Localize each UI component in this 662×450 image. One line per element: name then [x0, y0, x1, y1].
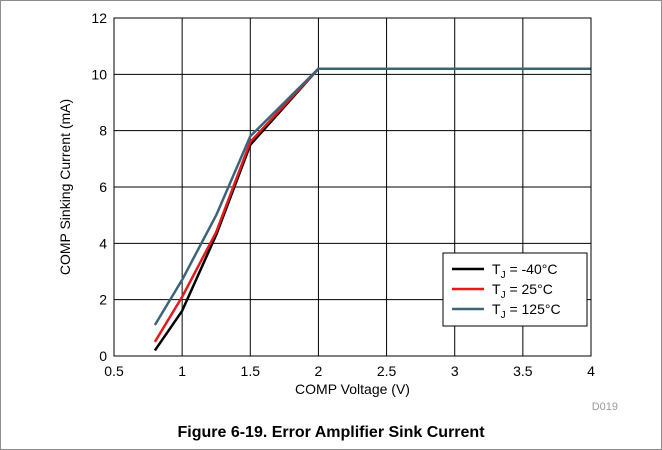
- x-tick-label: 1: [178, 363, 186, 379]
- y-tick-labels: 0 2 4 6 8 10 12: [91, 10, 107, 364]
- y-tick-label: 0: [99, 348, 107, 364]
- plot-border: [113, 17, 592, 357]
- y-tick-label: 4: [99, 235, 107, 251]
- legend: TJ = -40°CTJ = 25°CTJ = 125°C: [442, 252, 588, 327]
- legend-entry-2: TJ = 125°C: [492, 301, 561, 321]
- series-lines: [153, 67, 591, 352]
- figure-code: D019: [592, 401, 618, 413]
- x-tick-label: 1.5: [241, 363, 261, 379]
- x-tick-label: 4: [587, 363, 595, 379]
- x-tick-label: 3.5: [513, 363, 533, 379]
- x-tick-label: 3: [451, 363, 459, 379]
- y-tick-label: 8: [99, 123, 107, 139]
- x-tick-labels: 0.5 1 1.5 2 2.5 3 3.5 4: [104, 363, 595, 379]
- legend-entry-1: TJ = 25°C: [492, 281, 553, 301]
- y-tick-label: 2: [99, 292, 107, 308]
- y-axis-label: COMP Sinking Current (mA): [57, 99, 73, 275]
- x-axis-label: COMP Voltage (V): [295, 381, 410, 397]
- y-tick-label: 6: [99, 179, 107, 195]
- y-tick-label: 12: [91, 10, 107, 26]
- x-tick-label: 2: [315, 363, 323, 379]
- x-tick-label: 0.5: [104, 363, 124, 379]
- series-line-2: [153, 67, 591, 326]
- figure-caption: Figure 6-19. Error Amplifier Sink Curren…: [177, 424, 485, 441]
- x-tick-label: 2.5: [377, 363, 397, 379]
- y-tick-label: 10: [91, 66, 107, 82]
- legend-entry-0: TJ = -40°C: [492, 261, 557, 281]
